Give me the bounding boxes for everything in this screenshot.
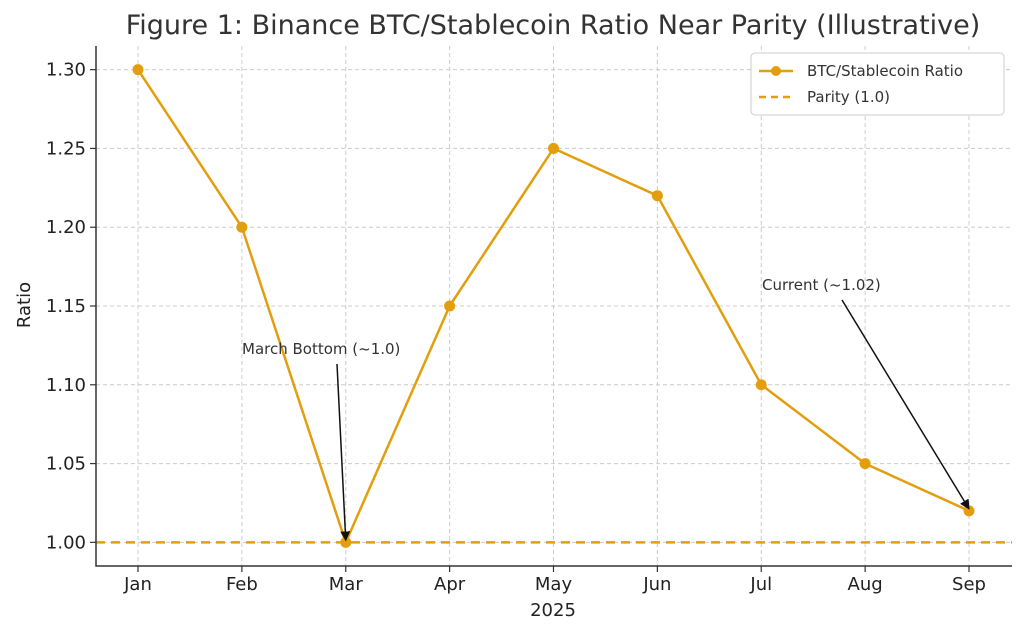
- data-point: [236, 221, 248, 233]
- axis-spines: [95, 46, 1012, 567]
- axes: Jan Feb Mar Apr May Jun Jul Aug Sep 1.00 1.05 1.10 1…: [46, 46, 1012, 595]
- chart-title: Figure 1: Binance BTC/Stablecoin Ratio N…: [126, 10, 981, 41]
- x-tick-label: Apr: [434, 574, 466, 595]
- legend-label-series: BTC/Stablecoin Ratio: [807, 62, 963, 80]
- x-tick-label: Sep: [952, 574, 986, 595]
- x-tick-label: Feb: [226, 574, 258, 595]
- y-tick-label: 1.00: [46, 532, 86, 553]
- x-tick-label: Jul: [749, 574, 772, 595]
- data-point: [651, 190, 663, 202]
- legend-label-parity: Parity (1.0): [807, 88, 890, 106]
- x-axis-label: 2025: [530, 600, 576, 621]
- legend-series-marker: [771, 66, 781, 76]
- y-axis-label: Ratio: [14, 282, 35, 328]
- annotation-arrow: [841, 299, 970, 510]
- y-tick-label: 1.20: [46, 217, 86, 238]
- grid: [96, 46, 1012, 566]
- series-layer: [132, 64, 975, 548]
- x-tick-label: Jan: [123, 574, 152, 595]
- y-tick-label: 1.15: [46, 296, 86, 317]
- y-tick-label: 1.05: [46, 454, 86, 475]
- data-point: [444, 300, 456, 312]
- data-point: [132, 64, 144, 76]
- legend: BTC/Stablecoin Ratio Parity (1.0): [750, 52, 1005, 116]
- data-point: [548, 142, 559, 154]
- y-tick-label: 1.30: [46, 60, 86, 81]
- x-tick-label: Jun: [642, 574, 671, 595]
- annotation-label: Current (~1.02): [762, 276, 881, 294]
- data-point: [963, 505, 975, 517]
- y-tick-label: 1.25: [46, 138, 86, 159]
- annotation-label: March Bottom (~1.0): [242, 340, 400, 358]
- data-point: [755, 379, 767, 391]
- annotations: March Bottom (~1.0) Current (~1.02): [242, 276, 970, 542]
- annotation-arrow: [336, 363, 351, 542]
- x-tick-label: Aug: [848, 574, 883, 595]
- legend-box: [750, 52, 1005, 116]
- x-tick-label: Mar: [329, 574, 364, 595]
- y-tick-label: 1.10: [46, 375, 86, 396]
- data-point: [859, 458, 871, 470]
- x-tick-label: May: [535, 574, 573, 595]
